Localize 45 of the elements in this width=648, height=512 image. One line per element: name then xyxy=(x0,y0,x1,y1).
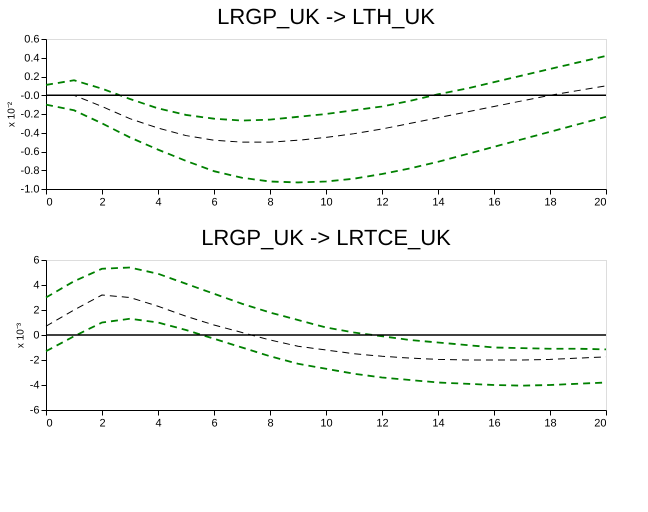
chart-title: LRGP_UK -> LTH_UK xyxy=(217,4,436,29)
x-tick-label: 4 xyxy=(155,196,162,208)
x-tick-label: 10 xyxy=(320,196,333,208)
y-tick-label: -0.8 xyxy=(20,164,40,177)
x-tick-label: 12 xyxy=(376,418,389,430)
x-tick-label: 18 xyxy=(544,196,557,208)
y-tick-label: -4 xyxy=(30,380,40,392)
y-tick-label: -1.0 xyxy=(20,184,40,196)
x-tick-label: 12 xyxy=(376,196,389,208)
y-tick-label: -6 xyxy=(30,404,40,416)
x-tick-label: 2 xyxy=(99,196,106,208)
y-tick-label: 4 xyxy=(33,280,40,292)
y-tick-label: 2 xyxy=(33,304,40,316)
x-tick-label: 8 xyxy=(267,418,274,430)
y-tick-label: -0.2 xyxy=(20,108,40,120)
line-series xyxy=(45,54,607,122)
x-tick-label: 6 xyxy=(211,418,218,430)
y-tick-label: -0.0 xyxy=(20,90,40,102)
x-tick-label: 18 xyxy=(544,418,557,430)
y-tick-label: 6 xyxy=(33,254,40,266)
y-tick-label: -0.4 xyxy=(20,127,40,140)
y-tick-label: -0.6 xyxy=(20,146,40,158)
x-tick-label: 0 xyxy=(46,196,53,208)
y-axis-title: x 10⁻³ xyxy=(16,322,27,348)
x-tick-label: 8 xyxy=(267,196,274,208)
x-tick-label: 6 xyxy=(211,196,218,208)
y-tick-label: -2 xyxy=(30,354,40,366)
line-series xyxy=(45,266,607,350)
x-tick-label: 0 xyxy=(46,418,53,430)
x-tick-label: 10 xyxy=(320,418,333,430)
y-tick-label: 0 xyxy=(33,330,40,342)
x-tick-label: 2 xyxy=(99,418,106,430)
x-tick-label: 20 xyxy=(594,196,606,208)
y-axis-title: x 10⁻² xyxy=(6,101,18,128)
x-tick-label: 14 xyxy=(432,418,445,430)
line-series xyxy=(45,104,607,184)
chart-title: LRGP_UK -> LRTCE_UK xyxy=(201,225,452,250)
x-tick-label: 14 xyxy=(432,196,445,208)
x-tick-label: 16 xyxy=(488,418,501,430)
y-tick-label: 0.4 xyxy=(24,52,40,64)
x-tick-label: 16 xyxy=(488,196,501,208)
y-tick-label: 0.6 xyxy=(24,34,40,46)
x-tick-label: 20 xyxy=(594,418,606,430)
y-tick-label: 0.2 xyxy=(24,71,40,83)
x-tick-label: 4 xyxy=(155,418,162,430)
